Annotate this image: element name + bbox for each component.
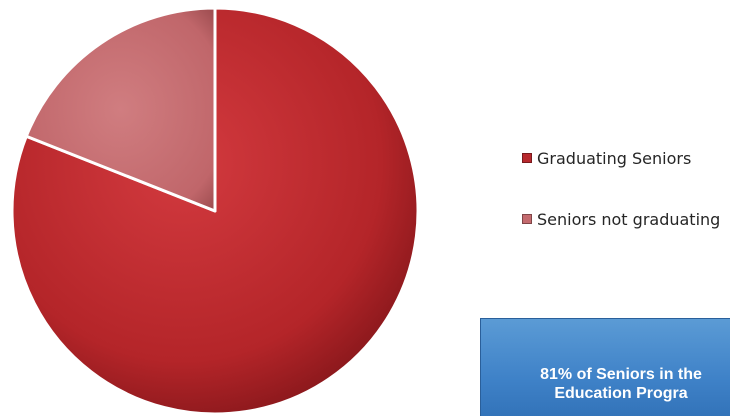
- pie-slice-not-graduating: [24, 6, 217, 213]
- legend-label-not-graduating: Seniors not graduating: [537, 209, 721, 229]
- legend-item-graduating: Graduating Seniors: [522, 146, 720, 170]
- legend-label-graduating: Graduating Seniors: [537, 148, 692, 168]
- legend: Graduating Seniors Seniors not graduatin…: [522, 146, 720, 268]
- legend-item-not-graduating: Seniors not graduating: [522, 207, 720, 231]
- callout-line-2: Education Progra: [554, 385, 688, 402]
- callout-box: 81% of Seniors in the Education Progra: [480, 318, 730, 416]
- callout-line-1: 81% of Seniors in the: [540, 366, 702, 383]
- legend-swatch-graduating: [522, 153, 532, 163]
- callout-text: 81% of Seniors in the Education Progra: [481, 365, 730, 403]
- legend-swatch-not-graduating: [522, 214, 532, 224]
